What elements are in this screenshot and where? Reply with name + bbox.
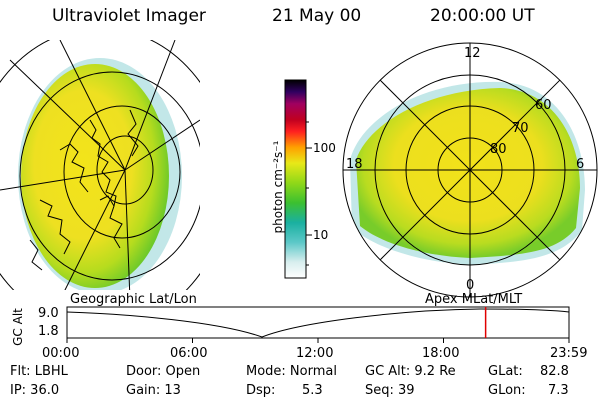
date-label: 21 May 00 [272,6,362,26]
polar-aurora [356,88,580,258]
timeline-tick-0600: 06:00 [170,346,208,361]
polar-label-lat60: 60 [535,98,552,113]
polar-label-6: 6 [576,157,585,172]
lat-lon-grid [0,40,200,290]
colorbar-tick-10: 10 [313,228,329,242]
timeline-y-bottom: 1.8 [38,324,59,339]
instrument-title: Ultraviolet Imager [52,6,206,26]
polar-label-lat80: 80 [490,142,507,157]
seq-info: Seq: 39 [365,383,415,398]
time-label: 20:00:00 UT [430,6,535,26]
timeline-tick-1200: 12:00 [296,346,334,361]
gc-alt-info: GC Alt: 9.2 Re [365,364,456,379]
gain-info: Gain: 13 [126,383,181,398]
dsp-value: 5.3 [302,383,323,398]
glat-label: GLat: [488,364,523,379]
polar-label-0: 0 [466,278,475,293]
colorbar-tick-100: 100 [313,141,336,155]
timeline-left-label: Geographic Lat/Lon [70,292,197,307]
altitude-curve [66,308,570,338]
polar-label-lat70: 70 [512,121,529,136]
glon-label: GLon: [488,383,526,398]
aurora-halo [18,58,182,290]
timeline-right-label: Apex MLat/MLT [425,292,523,307]
colorbar-unit-label: photon cm⁻²s⁻¹ [271,140,285,234]
filter-info: Flt: LBHL [10,364,68,379]
dsp-label: Dsp: [246,383,276,398]
polar-label-12: 12 [464,46,481,61]
earth-disk [21,64,169,288]
glat-value: 82.8 [540,364,569,379]
coastlines [29,109,139,271]
door-info: Door: Open [126,364,201,379]
mode-info: Mode: Normal [246,364,337,379]
timeline-tick-2359: 23:59 [550,346,588,361]
timeline-tick-1800: 18:00 [422,346,460,361]
glon-value: 7.3 [548,383,569,398]
timeline-axis-title: GC Alt [11,308,25,346]
timeline-tick-0000: 00:00 [42,346,80,361]
timeline-y-top: 9.0 [38,306,59,321]
polar-label-18: 18 [346,157,363,172]
ip-info: IP: 36.0 [10,383,60,398]
